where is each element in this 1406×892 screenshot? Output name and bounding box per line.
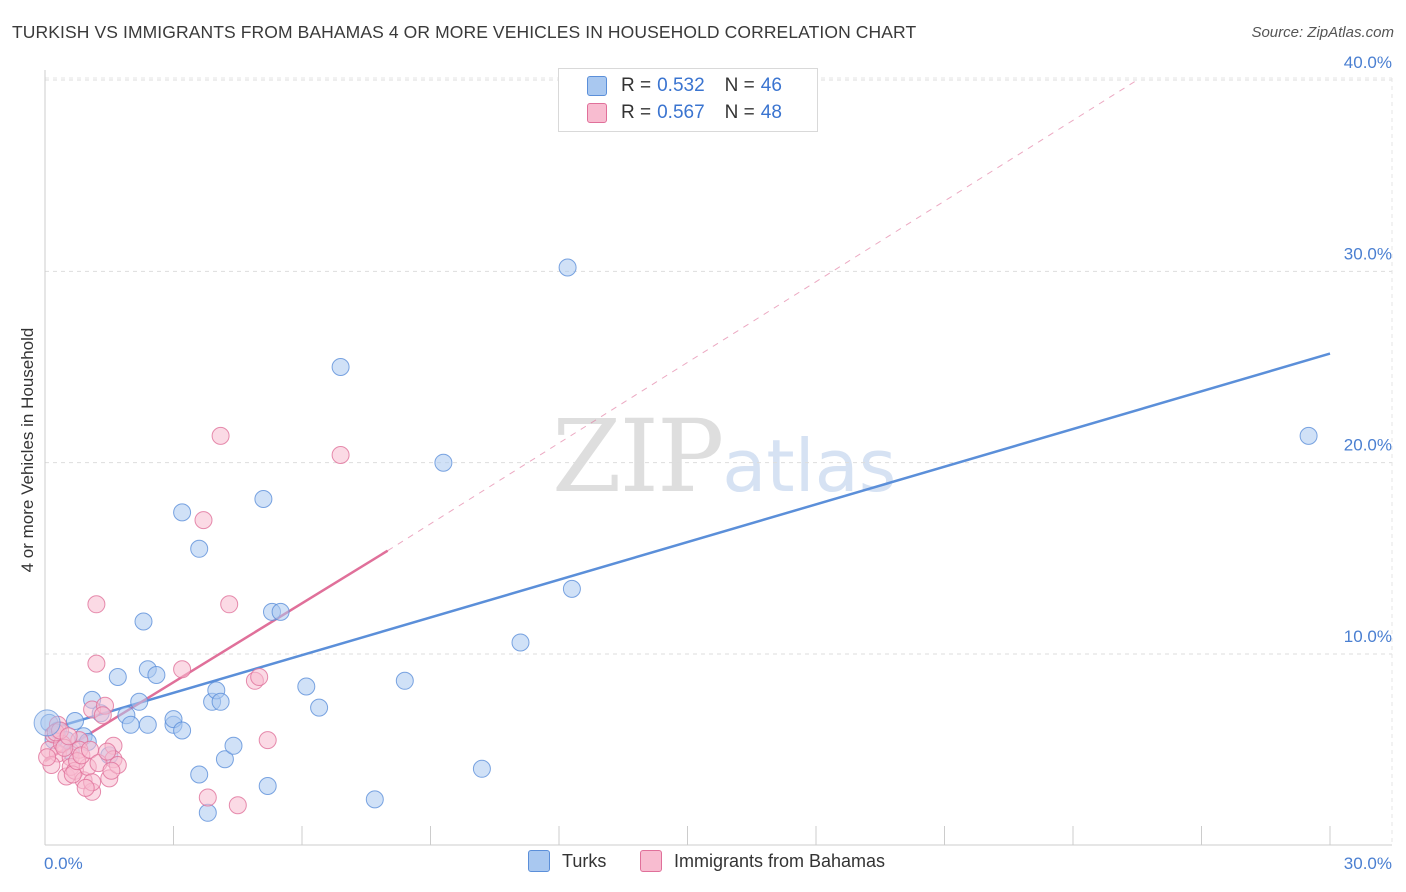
legend-label-turks: Turks [562,850,607,871]
data-point[interactable] [365,790,384,809]
legend-r-value: 0.532 [657,75,705,96]
legend-r-label: R = [621,75,652,96]
data-point[interactable] [511,633,530,652]
series-legend: Turks Immigrants from Bahamas [0,850,1406,878]
data-point[interactable] [173,660,192,679]
data-point-large[interactable] [33,709,61,737]
data-point[interactable] [134,612,153,631]
legend-swatch-bahamas [640,850,662,872]
data-point[interactable] [310,698,329,717]
data-point[interactable] [190,539,209,558]
data-point[interactable] [76,778,95,797]
legend-r-label: R = [621,102,652,123]
grid-lines [45,77,1393,845]
data-point[interactable] [228,796,247,815]
data-point[interactable] [250,668,269,686]
trend-line-bahamas [44,549,389,763]
data-point[interactable] [211,426,230,445]
chart-title: TURKISH VS IMMIGRANTS FROM BAHAMAS 4 OR … [12,22,917,42]
trend-line-turks [44,352,1331,732]
data-point[interactable] [211,692,230,711]
data-point[interactable] [472,759,491,778]
legend-swatch-turks [587,76,607,96]
data-point[interactable] [173,721,192,740]
data-point[interactable] [271,602,290,621]
data-point[interactable] [194,511,213,530]
legend-swatch-bahamas [587,103,607,123]
trend-extension [387,79,1138,552]
data-point[interactable] [87,595,106,614]
data-point[interactable] [215,750,234,769]
data-point[interactable] [130,692,149,711]
data-points [33,258,1318,822]
watermark-zip: ZIP [552,398,724,515]
correlation-legend: R = 0.532 N = 46 R = 0.567 N = 48 [558,68,818,132]
data-point[interactable] [254,490,273,508]
data-point[interactable] [102,761,121,780]
data-point[interactable] [395,671,414,690]
data-point[interactable] [38,748,57,767]
trend-lines [44,79,1331,763]
data-point[interactable] [66,712,84,730]
legend-row-turks: R = 0.532 N = 46 [587,73,782,99]
y-axis-label: 4 or more Vehicles in Household [18,327,37,573]
data-point[interactable] [224,736,243,755]
data-point[interactable] [1299,426,1318,445]
y-tick-label: 20.0% [1344,436,1392,455]
data-point[interactable] [59,727,78,746]
legend-n-label: N = [724,102,755,123]
data-point[interactable] [138,715,157,734]
data-point[interactable] [331,446,350,464]
data-point[interactable] [258,777,277,795]
watermark-atlas: atlas [722,424,897,508]
data-point[interactable] [198,803,217,822]
data-point[interactable] [190,765,209,784]
watermark: ZIPatlas [552,398,896,515]
y-tick-label: 30.0% [1344,244,1392,263]
x-tick-label-min: 0.0% [44,854,83,873]
source-label[interactable]: Source: ZipAtlas.com [1251,24,1394,41]
data-point[interactable] [258,731,277,750]
data-point[interactable] [98,742,117,761]
data-point[interactable] [108,668,127,686]
data-point[interactable] [331,358,350,376]
data-point[interactable] [121,715,140,734]
axes [44,70,1392,846]
tick-labels: 10.0% 20.0% 30.0% 40.0% 0.0% 30.0% [44,53,1392,873]
legend-r-value: 0.567 [657,102,705,123]
legend-label-bahamas: Immigrants from Bahamas [674,850,886,871]
data-point[interactable] [173,503,192,522]
legend-n-value: 46 [760,75,782,96]
series-bahamas [38,426,350,815]
y-tick-label: 40.0% [1344,53,1392,72]
data-point[interactable] [87,654,106,673]
data-point[interactable] [558,258,577,277]
y-tick-label: 10.0% [1344,627,1392,646]
legend-row-bahamas: R = 0.567 N = 48 [587,100,782,126]
data-point[interactable] [147,666,166,684]
legend-swatch-turks [528,850,550,872]
series-turks [40,258,1318,822]
legend-item-turks[interactable]: Turks [528,850,606,872]
legend-n-label: N = [724,75,755,96]
data-point[interactable] [220,595,239,614]
data-point[interactable] [93,706,112,725]
data-point[interactable] [562,579,581,598]
legend-n-value: 48 [760,102,782,123]
data-point[interactable] [297,677,316,696]
data-point[interactable] [434,453,453,472]
x-tick-label-max: 30.0% [1344,854,1392,873]
data-point[interactable] [198,788,217,807]
legend-item-bahamas[interactable]: Immigrants from Bahamas [640,850,885,872]
